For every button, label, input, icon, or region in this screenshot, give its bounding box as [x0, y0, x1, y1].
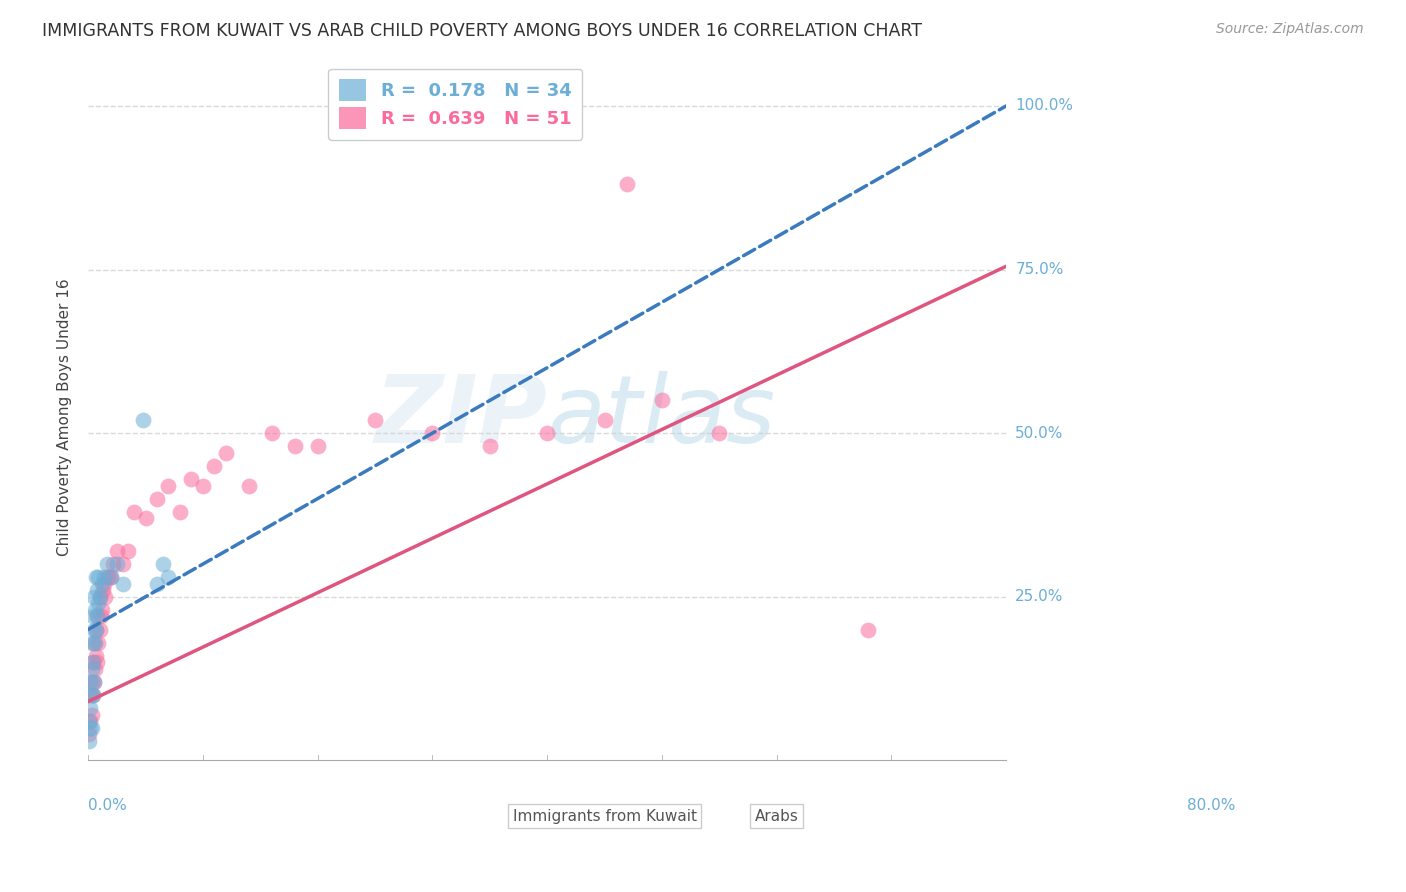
Point [79, 733, 101, 747]
Point [83, 623, 105, 637]
Point [86, 609, 108, 624]
Point [80, 707, 103, 722]
Text: IMMIGRANTS FROM KUWAIT VS ARAB CHILD POVERTY AMONG BOYS UNDER 16 CORRELATION CHA: IMMIGRANTS FROM KUWAIT VS ARAB CHILD POV… [42, 22, 922, 40]
Text: 100.0%: 100.0% [1015, 98, 1073, 113]
Text: 80.0%: 80.0% [1187, 798, 1236, 814]
Point [79, 727, 101, 741]
Text: 25.0%: 25.0% [1015, 590, 1064, 604]
Point [146, 576, 169, 591]
Point [152, 557, 174, 571]
Point [157, 570, 180, 584]
Point [105, 544, 128, 558]
Text: Source: ZipAtlas.com: Source: ZipAtlas.com [1216, 22, 1364, 37]
Point [238, 478, 260, 492]
Y-axis label: Child Poverty Among Boys Under 16: Child Poverty Among Boys Under 16 [58, 278, 72, 556]
Point [180, 472, 202, 486]
Point [79, 674, 101, 689]
Point [82, 655, 104, 669]
Point [80, 635, 103, 649]
Point [100, 570, 122, 584]
Text: Arabs: Arabs [755, 808, 799, 823]
Point [79, 701, 101, 715]
Point [191, 478, 214, 492]
Point [83, 635, 105, 649]
Point [202, 458, 225, 473]
Text: atlas: atlas [547, 371, 775, 462]
Point [709, 426, 731, 441]
Point [80, 688, 103, 702]
Point [87, 596, 110, 610]
Point [87, 570, 110, 584]
Point [536, 426, 558, 441]
Point [105, 557, 128, 571]
Point [83, 674, 105, 689]
Point [84, 648, 107, 663]
Point [90, 609, 112, 624]
Point [84, 635, 107, 649]
Point [83, 590, 105, 604]
Point [86, 583, 108, 598]
Point [90, 603, 112, 617]
Point [96, 557, 118, 571]
Point [87, 635, 110, 649]
Point [86, 609, 108, 624]
Point [593, 413, 616, 427]
Point [364, 413, 387, 427]
Point [89, 590, 111, 604]
Text: Immigrants from Kuwait: Immigrants from Kuwait [513, 808, 696, 823]
Point [84, 570, 107, 584]
Text: 0.0%: 0.0% [89, 798, 127, 814]
Point [94, 590, 117, 604]
Point [103, 557, 125, 571]
Point [111, 576, 134, 591]
Point [84, 623, 107, 637]
Point [478, 439, 501, 453]
Point [135, 511, 157, 525]
Point [79, 714, 101, 728]
Point [82, 688, 104, 702]
Point [146, 491, 169, 506]
Point [132, 413, 155, 427]
Point [79, 714, 101, 728]
Point [82, 688, 104, 702]
Point [79, 721, 101, 735]
Point [93, 576, 115, 591]
Point [84, 662, 107, 676]
Point [80, 721, 103, 735]
Text: 50.0%: 50.0% [1015, 425, 1064, 441]
Point [260, 426, 283, 441]
Text: 75.0%: 75.0% [1015, 262, 1064, 277]
Point [82, 655, 104, 669]
Point [79, 688, 101, 702]
Point [80, 674, 103, 689]
Point [82, 609, 104, 624]
Point [157, 478, 180, 492]
Point [651, 393, 673, 408]
Point [100, 570, 122, 584]
Point [89, 590, 111, 604]
Point [91, 583, 114, 598]
Point [93, 570, 115, 584]
Legend: R =  0.178   N = 34, R =  0.639   N = 51: R = 0.178 N = 34, R = 0.639 N = 51 [329, 69, 582, 140]
Point [80, 662, 103, 676]
Text: ZIP: ZIP [374, 371, 547, 463]
Point [89, 623, 111, 637]
Point [169, 505, 191, 519]
Point [111, 557, 134, 571]
Point [122, 505, 145, 519]
Point [616, 178, 638, 192]
Point [858, 623, 880, 637]
Point [284, 439, 307, 453]
Point [86, 655, 108, 669]
Point [97, 570, 120, 584]
Point [215, 446, 238, 460]
Point [117, 544, 139, 558]
Point [83, 674, 105, 689]
Point [96, 570, 118, 584]
Point [84, 623, 107, 637]
Point [90, 576, 112, 591]
Point [307, 439, 329, 453]
Point [84, 603, 107, 617]
Point [422, 426, 444, 441]
